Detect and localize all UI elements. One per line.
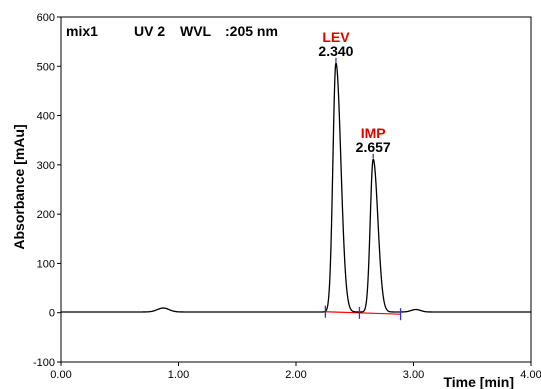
x-tick-label: 4.00 bbox=[520, 369, 541, 381]
integration-baseline bbox=[325, 311, 401, 315]
x-tick-label: 3.00 bbox=[403, 369, 424, 381]
x-axis: 0.00 1.00 2.00 3.00 4.00 bbox=[50, 362, 541, 381]
peak-name: LEV bbox=[322, 29, 350, 45]
y-tick-label: 400 bbox=[37, 111, 55, 123]
plot-border bbox=[60, 16, 532, 363]
y-tick-label: 300 bbox=[37, 160, 55, 172]
peak-name: IMP bbox=[361, 125, 386, 141]
x-tick-label: 0.00 bbox=[50, 369, 71, 381]
y-tick-label: -100 bbox=[33, 357, 55, 369]
header-sample: mix1 bbox=[66, 23, 98, 39]
peak-retention-time: 2.340 bbox=[318, 43, 353, 59]
trace-group bbox=[61, 61, 531, 313]
x-tick-label: 2.00 bbox=[285, 369, 306, 381]
chromatogram-trace bbox=[61, 61, 531, 313]
header-wvl-label: WVL bbox=[180, 23, 212, 39]
y-tick-label: 200 bbox=[37, 209, 55, 221]
header-wvl-value: :205 nm bbox=[225, 23, 278, 39]
y-tick-label: 100 bbox=[37, 258, 55, 270]
peak-retention-time: 2.657 bbox=[356, 139, 391, 155]
x-axis-title: Time [min] bbox=[443, 374, 514, 389]
header-detector: UV 2 bbox=[134, 23, 165, 39]
integration-baseline-group bbox=[325, 311, 401, 315]
integration-markers bbox=[324, 305, 402, 321]
y-axis: -100 0 100 200 300 400 500 600 bbox=[33, 12, 61, 369]
y-tick-label: 500 bbox=[37, 61, 55, 73]
y-axis-title: Absorbance [mAu] bbox=[11, 124, 27, 249]
plot-frame bbox=[60, 16, 532, 363]
y-tick-label: 600 bbox=[37, 12, 55, 24]
x-tick-label: 1.00 bbox=[168, 369, 189, 381]
y-tick-label: 0 bbox=[49, 308, 55, 320]
